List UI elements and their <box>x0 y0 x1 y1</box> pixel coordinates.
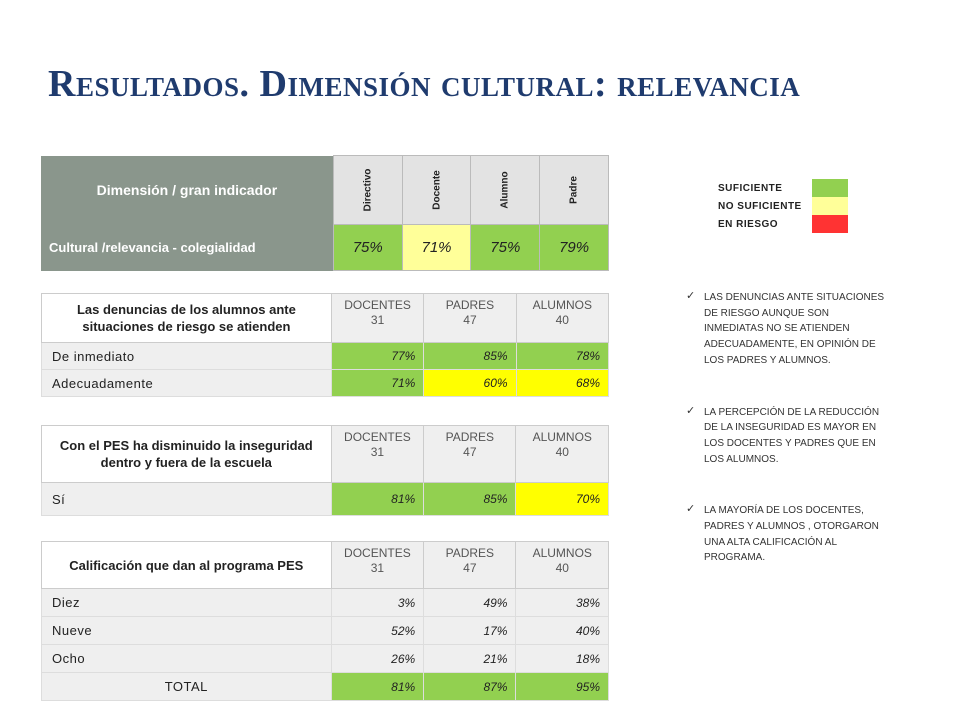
cell-value: 81% <box>330 672 425 701</box>
cell-value: 95% <box>515 672 609 701</box>
column-docentes: DOCENTES 31 <box>330 425 425 483</box>
column-alumnos: ALUMNOS 40 <box>515 541 609 589</box>
row-label: Nueve <box>41 616 332 645</box>
table-row: De inmediato 77% 85% 78% <box>41 342 610 370</box>
cell-value: 71% <box>330 369 425 397</box>
table-row: Sí 81% 85% 70% <box>41 482 609 516</box>
row-label-total: TOTAL <box>41 672 332 701</box>
cell-value: 40% <box>515 616 609 645</box>
conclusion-text: LA MAYORÍA DE LOS DOCENTES, PADRES Y ALU… <box>704 505 879 564</box>
value-padre: 79% <box>539 224 609 271</box>
row-label: Adecuadamente <box>41 369 332 397</box>
denuncias-table: Las denuncias de los alumnos ante situac… <box>41 293 610 397</box>
conclusion-text: LAS DENUNCIAS ANTE SITUACIONES DE RIESGO… <box>704 292 885 366</box>
table-row: Nueve 52% 17% 40% <box>41 616 609 645</box>
legend-swatch <box>812 179 848 197</box>
cell-value: 68% <box>515 369 610 397</box>
cell-value: 3% <box>330 588 425 617</box>
row-label: Diez <box>41 588 332 617</box>
calificacion-table: Calificación que dan al programa PES DOC… <box>41 541 609 701</box>
indicator-header: Dimensión / gran indicador <box>41 155 334 225</box>
cell-value: 87% <box>423 672 517 701</box>
cell-value: 78% <box>515 342 610 370</box>
column-padre: Padre <box>539 155 609 225</box>
legend-swatch <box>812 197 848 215</box>
column-padres: PADRES 47 <box>423 425 517 483</box>
value-directivo: 75% <box>332 224 403 271</box>
denuncias-header: Las denuncias de los alumnos ante situac… <box>41 293 332 343</box>
pes-header: Con el PES ha disminuido la inseguridad … <box>41 425 332 483</box>
pes-inseguridad-table: Con el PES ha disminuido la inseguridad … <box>41 425 609 516</box>
cell-value: 18% <box>515 644 609 673</box>
cell-value: 52% <box>330 616 425 645</box>
cell-value: 85% <box>423 482 517 516</box>
cell-value: 60% <box>423 369 517 397</box>
row-label: Ocho <box>41 644 332 673</box>
cell-value: 81% <box>330 482 425 516</box>
conclusion-text: LA PERCEPCIÓN DE LA REDUCCIÓN DE LA INSE… <box>704 406 880 465</box>
column-docentes: DOCENTES 31 <box>330 293 425 343</box>
conclusions-list: ✓ LAS DENUNCIAS ANTE SITUACIONES DE RIES… <box>686 290 891 602</box>
column-alumnos: ALUMNOS 40 <box>515 293 610 343</box>
checkmark-icon: ✓ <box>686 290 696 302</box>
color-legend: SUFICIENTE NO SUFICIENTE EN RIESGO <box>718 179 848 233</box>
legend-item-en-riesgo: EN RIESGO <box>718 215 848 233</box>
checkmark-icon: ✓ <box>686 503 696 516</box>
cell-value: 49% <box>423 588 517 617</box>
cell-value: 26% <box>330 644 425 673</box>
table-row: Ocho 26% 21% 18% <box>41 644 609 673</box>
checkmark-icon: ✓ <box>686 404 696 417</box>
legend-item-suficiente: SUFICIENTE <box>718 179 848 197</box>
conclusion-item: ✓ LA MAYORÍA DE LOS DOCENTES, PADRES Y A… <box>686 503 891 566</box>
cell-value: 77% <box>330 342 425 370</box>
calificacion-header: Calificación que dan al programa PES <box>41 541 332 589</box>
conclusion-item: ✓ LAS DENUNCIAS ANTE SITUACIONES DE RIES… <box>686 290 891 369</box>
indicator-row-label: Cultural /relevancia - colegialidad <box>41 224 334 271</box>
legend-label: NO SUFICIENTE <box>718 200 802 212</box>
value-docente: 71% <box>401 224 472 271</box>
cell-value: 21% <box>423 644 517 673</box>
legend-label: EN RIESGO <box>718 218 779 230</box>
column-padres: PADRES 47 <box>423 293 517 343</box>
cell-value: 17% <box>423 616 517 645</box>
legend-swatch <box>812 215 848 233</box>
page-title: Resultados. Dimensión cultural: relevanc… <box>48 63 801 105</box>
row-label: Sí <box>41 482 332 516</box>
column-alumnos: ALUMNOS 40 <box>515 425 609 483</box>
column-padres: PADRES 47 <box>423 541 517 589</box>
row-label: De inmediato <box>41 342 332 370</box>
conclusion-item: ✓ LA PERCEPCIÓN DE LA REDUCCIÓN DE LA IN… <box>686 405 891 468</box>
legend-label: SUFICIENTE <box>718 182 783 194</box>
column-docente: Docente <box>401 155 472 225</box>
column-alumno: Alumno <box>470 155 541 225</box>
cell-value: 70% <box>515 482 609 516</box>
table-row: Adecuadamente 71% 60% 68% <box>41 369 610 397</box>
table-row: Diez 3% 49% 38% <box>41 588 609 617</box>
cell-value: 85% <box>423 342 517 370</box>
indicator-table: Dimensión / gran indicador Directivo Doc… <box>41 155 609 271</box>
cell-value: 38% <box>515 588 609 617</box>
table-row-total: TOTAL 81% 87% 95% <box>41 672 609 701</box>
legend-item-no-suficiente: NO SUFICIENTE <box>718 197 848 215</box>
column-directivo: Directivo <box>332 155 403 225</box>
column-docentes: DOCENTES 31 <box>330 541 425 589</box>
value-alumno: 75% <box>470 224 541 271</box>
